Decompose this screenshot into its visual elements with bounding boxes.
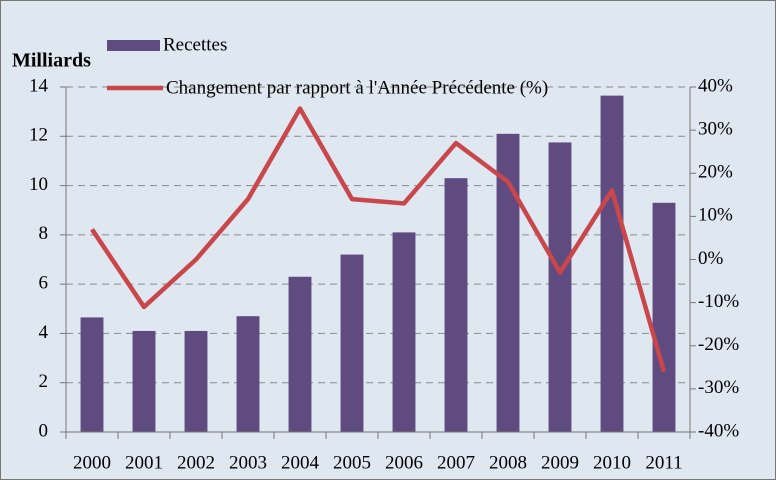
- x-tick-label: 2011: [645, 452, 682, 473]
- y-tick-label: 8: [39, 223, 49, 244]
- y-axis-label: Milliards: [12, 50, 91, 72]
- y2-tick-label: 10%: [698, 205, 733, 226]
- y-tick-label: 14: [29, 75, 49, 96]
- y2-tick-label: 30%: [698, 118, 733, 139]
- x-tick-label: 2005: [333, 452, 371, 473]
- x-tick-label: 2009: [541, 452, 579, 473]
- bar: [184, 330, 208, 432]
- bar: [80, 317, 104, 432]
- legend-label: Changement par rapport à l'Année Précéde…: [166, 77, 548, 98]
- legend-swatch: [107, 40, 160, 51]
- x-tick-label: 2007: [437, 452, 475, 473]
- bar: [340, 254, 364, 432]
- bar: [392, 232, 416, 432]
- bar: [236, 316, 260, 432]
- y-tick-label: 6: [39, 273, 49, 294]
- y-tick-label: 4: [39, 322, 49, 343]
- bar: [444, 178, 468, 432]
- bar: [652, 202, 676, 432]
- legend-label: Recettes: [163, 34, 227, 55]
- bar: [548, 142, 572, 433]
- y2-tick-label: -40%: [698, 420, 739, 441]
- x-tick-label: 2000: [73, 452, 111, 473]
- y-tick-label: 10: [29, 174, 48, 195]
- y2-tick-label: -10%: [698, 291, 739, 312]
- bar: [600, 95, 624, 432]
- line: [90, 106, 667, 373]
- x-tick-label: 2010: [593, 452, 631, 473]
- y-tick-label: 0: [39, 420, 49, 441]
- x-tick-label: 2003: [229, 452, 267, 473]
- bar: [132, 330, 156, 432]
- y-tick-label: 2: [39, 371, 49, 392]
- x-tick-label: 2008: [489, 452, 527, 473]
- y2-tick-label: 20%: [698, 162, 733, 183]
- x-tick-label: 2004: [281, 452, 320, 473]
- y2-tick-label: 0%: [698, 248, 724, 269]
- x-tick-label: 2006: [385, 452, 423, 473]
- y2-tick-label: 40%: [698, 75, 733, 96]
- x-tick-label: 2002: [177, 452, 215, 473]
- y2-tick-label: -20%: [698, 334, 739, 355]
- bar: [288, 276, 312, 432]
- y2-tick-label: -30%: [698, 377, 739, 398]
- x-tick-label: 2001: [125, 452, 163, 473]
- bar: [496, 133, 520, 433]
- y-tick-label: 12: [29, 125, 48, 146]
